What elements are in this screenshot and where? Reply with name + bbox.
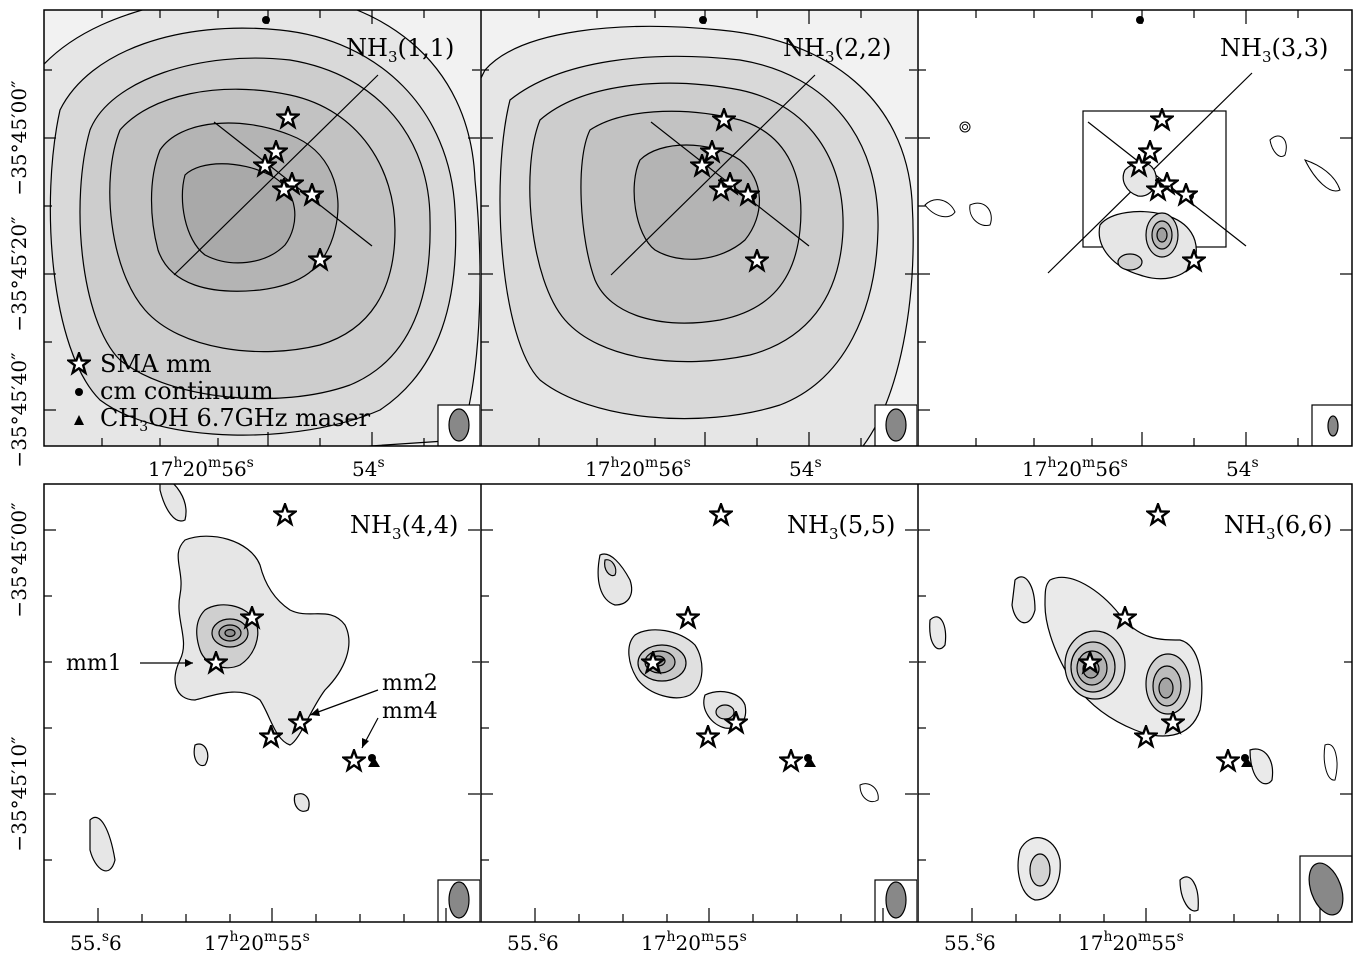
legend-maser-label: CH3OH 6.7GHz maser <box>100 404 371 435</box>
contour-level-5 <box>633 144 760 260</box>
panel-nh3-11: NH3(1,1) SMA mm cm continuum CH3OH 6.7GH… <box>44 10 480 446</box>
legend-dot-icon <box>75 388 83 396</box>
tick-marks <box>44 10 1352 922</box>
bottom-y-tick-labels: −35°45′00″ −35°45′10″ <box>7 502 31 851</box>
bottom-x-tick-labels: 55.s6 17h20m55s 55.s6 17h20m55s 55.s6 17… <box>70 929 1184 954</box>
panel-title: NH3(1,1) <box>346 34 454 66</box>
panel-nh3-33: NH3(3,3) <box>918 10 1352 446</box>
x-tick-label: 55.s6 <box>70 929 122 954</box>
panel-title: NH3(6,6) <box>1224 511 1332 543</box>
panel-title: NH3(4,4) <box>350 511 458 543</box>
panel-nh3-66: NH3(6,6) <box>918 484 1352 922</box>
panel-nh3-22: NH3(2,2) <box>481 10 917 446</box>
legend-dot-label: cm continuum <box>100 377 274 405</box>
panel-title: NH3(3,3) <box>1220 34 1328 66</box>
x-tick-label: 17h20m56s <box>148 455 254 481</box>
panel-nh3-44: NH3(4,4) mm1 mm2 mm4 <box>44 484 480 922</box>
y-tick-label: −35°45′40″ <box>7 352 31 467</box>
top-x-tick-labels: 17h20m56s 54s 17h20m56s 54s 17h20m56s 54… <box>148 455 1259 481</box>
annotation-mm2: mm2 <box>382 671 438 696</box>
y-tick-label: −35°45′00″ <box>7 502 31 617</box>
annotation-mm1: mm1 <box>66 651 122 676</box>
panel-nh3-55: NH3(5,5) <box>481 484 917 922</box>
x-tick-label: 17h20m56s <box>1022 455 1128 481</box>
panel-title: NH3(2,2) <box>783 34 891 66</box>
x-tick-label: 17h20m56s <box>585 455 691 481</box>
panel-title: NH3(5,5) <box>787 511 895 543</box>
contour-level-6 <box>181 163 296 264</box>
annotation-mm4: mm4 <box>382 699 438 724</box>
x-tick-label: 55.s6 <box>944 929 996 954</box>
axes-frames <box>43 9 1353 923</box>
x-tick-label: 17h20m55s <box>204 929 310 954</box>
y-tick-label: −35°45′00″ <box>7 80 31 195</box>
y-tick-label: −35°45′20″ <box>7 216 31 331</box>
x-tick-label: 54s <box>789 455 822 481</box>
legend-maser-icon <box>74 415 84 425</box>
x-tick-label: 17h20m55s <box>641 929 747 954</box>
x-tick-label: 54s <box>1226 455 1259 481</box>
x-tick-label: 55.s6 <box>507 929 559 954</box>
top-y-tick-labels: −35°45′00″ −35°45′20″ −35°45′40″ <box>7 80 31 467</box>
x-tick-label: 17h20m55s <box>1078 929 1184 954</box>
legend: SMA mm cm continuum CH3OH 6.7GHz maser <box>67 350 371 435</box>
x-tick-label: 54s <box>352 455 385 481</box>
legend-star-label: SMA mm <box>100 350 212 378</box>
y-tick-label: −35°45′10″ <box>7 736 31 851</box>
